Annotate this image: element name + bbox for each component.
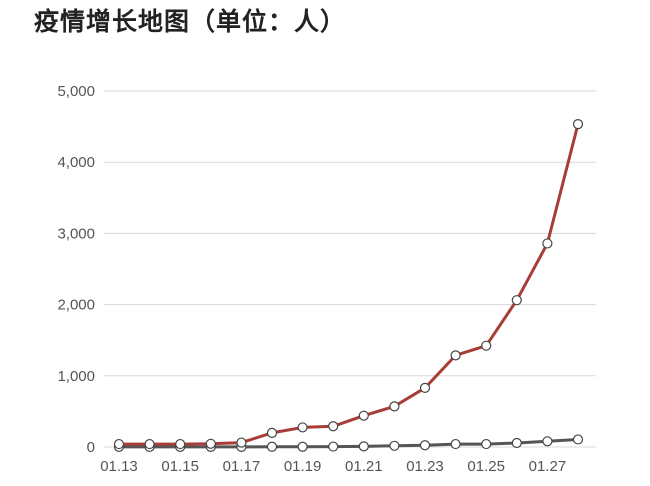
y-tick-label: 3,000 <box>57 225 95 242</box>
data-point <box>389 401 400 412</box>
x-tick-label: 01.25 <box>467 458 505 475</box>
grid-lines <box>104 90 596 448</box>
data-point <box>542 436 553 447</box>
data-point <box>266 427 278 439</box>
y-tick-label: 0 <box>87 439 95 456</box>
data-point <box>328 421 339 432</box>
data-point <box>297 441 308 452</box>
data-point <box>358 410 369 421</box>
y-tick-label: 2,000 <box>57 297 95 314</box>
data-point <box>389 440 400 451</box>
y-tick-label: 5,000 <box>57 83 95 100</box>
data-point <box>144 438 155 450</box>
data-point <box>450 438 461 450</box>
data-point <box>297 422 308 433</box>
data-point <box>542 238 553 249</box>
data-point <box>328 441 339 452</box>
x-tick-label: 01.23 <box>406 458 444 475</box>
x-axis-tick-labels: 01.13 01.15 01.17 01.19 01.21 01.23 01.25 01.27 <box>100 458 566 475</box>
data-point <box>419 382 431 394</box>
data-point <box>511 295 522 306</box>
y-tick-label: 1,000 <box>57 368 95 385</box>
y-axis-tick-labels: 0 1,000 2,000 3,000 4,000 5,000 <box>57 83 95 456</box>
data-point <box>358 441 369 452</box>
data-point <box>511 437 522 449</box>
x-tick-label: 01.21 <box>345 458 383 475</box>
x-tick-label: 01.27 <box>529 458 567 475</box>
data-point <box>175 438 186 450</box>
data-point <box>419 440 431 451</box>
x-tick-label: 01.15 <box>161 458 199 475</box>
x-tick-label: 01.17 <box>223 458 261 475</box>
data-point <box>481 340 492 351</box>
x-tick-label: 01.13 <box>100 458 138 475</box>
chart-title: 疫情增长地图（单位：人） <box>34 7 347 36</box>
data-point <box>481 438 492 450</box>
data-point <box>205 438 216 449</box>
data-point <box>450 350 461 361</box>
data-point <box>236 437 247 448</box>
series-line <box>117 122 580 446</box>
x-tick-label: 01.19 <box>284 458 322 475</box>
y-tick-label: 4,000 <box>57 154 95 171</box>
series-line <box>117 437 580 449</box>
data-point <box>572 119 584 130</box>
data-point <box>572 434 584 445</box>
data-point <box>266 441 278 452</box>
data-point <box>113 438 125 450</box>
series-layer <box>113 119 584 453</box>
